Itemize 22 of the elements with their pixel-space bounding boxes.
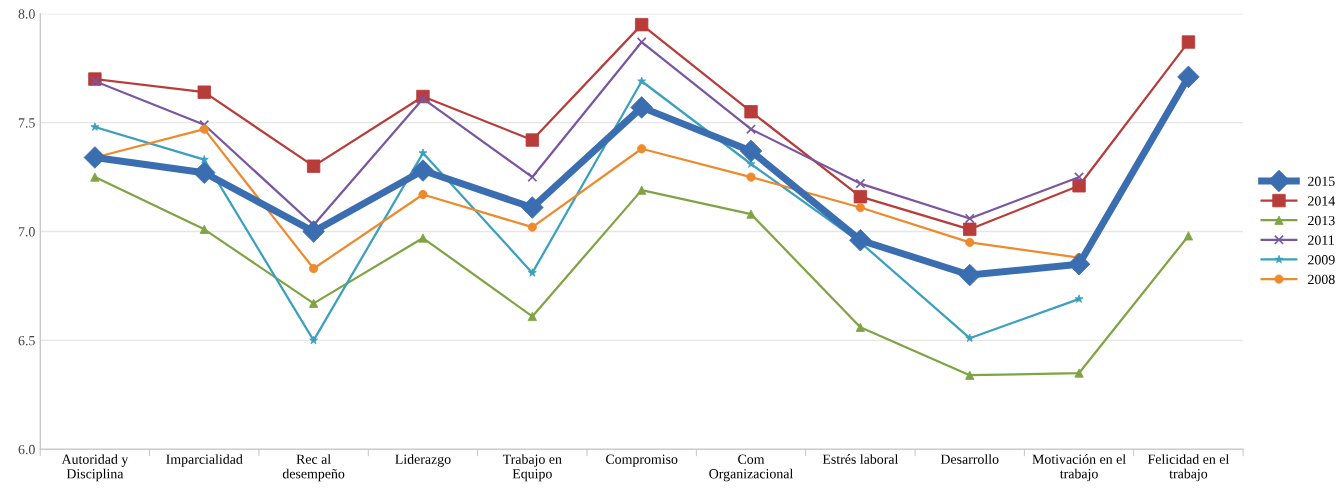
legend-label: 2014 (1308, 196, 1336, 206)
x-tick-label: Trabajo en Equipo (502, 454, 562, 482)
legend-label: 2011 (1308, 235, 1334, 245)
y-tick-label: 7.5 (18, 118, 35, 128)
x-tick-label: Felicidad en el trabajo (1147, 454, 1230, 482)
legend-label: 2009 (1308, 255, 1335, 265)
y-tick-label: 6.5 (18, 336, 35, 346)
legend-label: 2008 (1308, 274, 1335, 285)
y-tick-label: 6.0 (18, 444, 35, 455)
x-tick-label: Desarrollo (940, 454, 999, 464)
legend-label: 2015 (1308, 176, 1335, 186)
y-tick-label: 7.0 (18, 227, 35, 237)
x-tick-label: Compromiso (605, 454, 678, 467)
x-tick-label: Motivación en el trabajo (1032, 454, 1126, 482)
y-tick-label: 8.0 (18, 9, 35, 19)
x-tick-label: Autoridad y Disciplina (61, 454, 129, 482)
x-tick-label: Com Organizacional (709, 454, 794, 482)
x-tick-label: Liderazgo (395, 454, 451, 467)
x-tick-label: Imparcialidad (166, 454, 243, 467)
x-tick-label: Estrés laboral (822, 454, 899, 464)
x-tick-label: Rec al desempeño (282, 454, 345, 482)
legend-label: 2013 (1308, 215, 1335, 226)
